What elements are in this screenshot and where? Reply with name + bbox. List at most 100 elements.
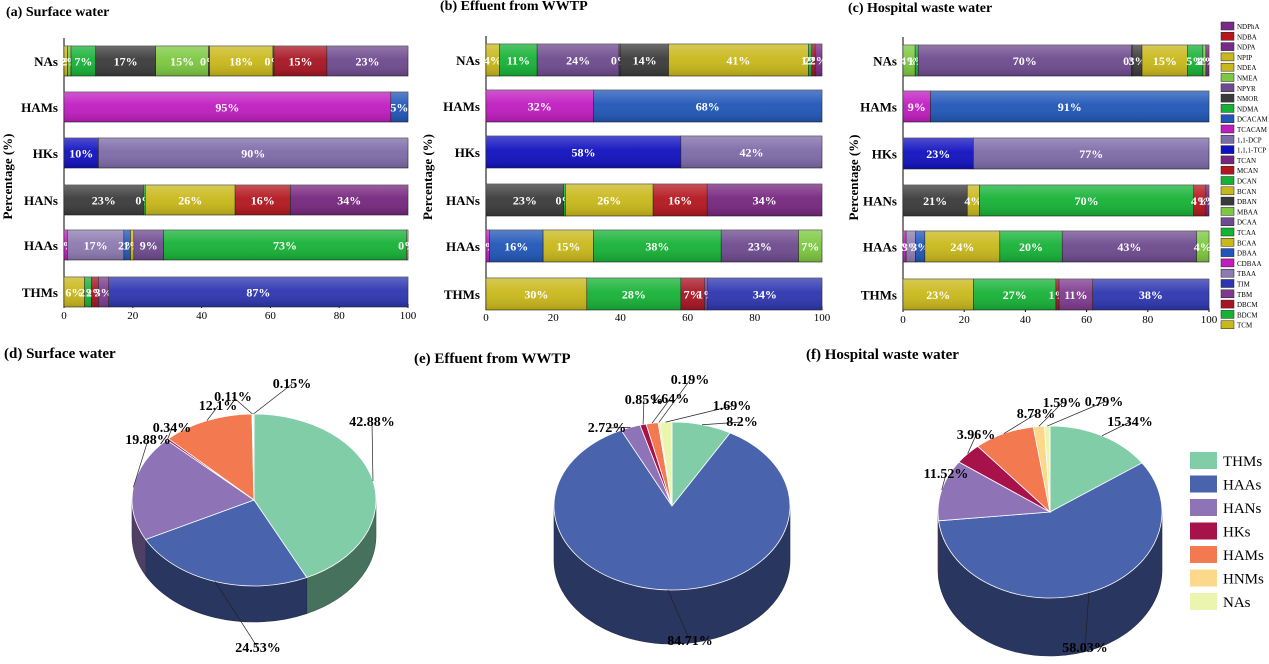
bar-segment-gloss [979, 185, 1194, 216]
legend-label: TCM [1237, 322, 1253, 330]
legend-item-NPIP: NPIP [1220, 52, 1252, 62]
category-label: HAAs [863, 240, 897, 255]
pie-data-label: 42.88% [349, 415, 395, 430]
chart-title: (d) Surface water [4, 346, 116, 362]
bar-segment-gloss [486, 44, 500, 76]
data-label: 43% [1117, 240, 1141, 254]
pie-leader-line [1084, 592, 1090, 649]
data-label: 34% [753, 194, 777, 208]
bar-segment-gloss [95, 46, 156, 76]
bar-segment-gloss [273, 46, 275, 76]
pie-legend: THMs HAAs HANs HKs HAMs HNMs NAs [1190, 452, 1264, 611]
legend-swatch [1220, 299, 1235, 309]
category-label: HAAs [24, 238, 58, 253]
legend-swatch [1220, 52, 1235, 62]
bar-segment-gloss [486, 184, 564, 216]
legend-label: TCAN [1237, 157, 1256, 165]
bar-segment-gloss [811, 44, 816, 76]
bar-segment-gloss [1193, 185, 1206, 216]
pie-data-label: 0.11% [214, 390, 252, 405]
legend-item-HKs: HKs [1190, 522, 1251, 541]
pie-data-label: 11.52% [924, 467, 969, 482]
bar-chart-c: (c) Hospital waste water Percentage (%) 0 2… [846, 1, 1218, 326]
chart-title: (c) Hospital waste water [848, 1, 992, 16]
x-tick-label: 20 [127, 310, 139, 322]
legend-swatch [1190, 475, 1217, 493]
data-label: 16% [504, 240, 528, 254]
legend-item-DCAA: DCAA [1220, 217, 1257, 227]
legend-label: HANs [1223, 501, 1261, 517]
legend-label: NPIP [1237, 54, 1252, 62]
bar-segment-gloss [98, 277, 109, 307]
legend-swatch [1220, 186, 1235, 196]
legend-label: NAs [1223, 595, 1251, 611]
pie-leader-line [658, 379, 691, 423]
pie-leader-line [667, 589, 691, 642]
legend-swatch [1220, 289, 1235, 299]
data-label: 17% [84, 239, 108, 253]
pie-slice-HANs [937, 461, 1052, 522]
legend-item-BCAA: BCAA [1220, 238, 1256, 247]
bar-segment-gloss [915, 231, 925, 262]
category-label: NAs [873, 54, 897, 69]
pie-leader-line [967, 434, 977, 454]
legend-swatch [1190, 569, 1217, 587]
x-tick-label: 40 [1020, 314, 1032, 326]
bar-segment-gloss [1205, 185, 1209, 216]
category-label: THMs [22, 285, 58, 300]
data-label: 26% [597, 194, 621, 208]
category-label: HAMs [860, 100, 897, 115]
bar-segment-gloss [906, 231, 916, 262]
legend-label: 1,1,1-TCP [1237, 147, 1266, 155]
legend-swatch [1220, 135, 1235, 144]
pie-data-label: 1.69% [713, 399, 752, 414]
category-label: HANs [446, 193, 480, 208]
legend-label: 1,1-DCP [1237, 136, 1262, 144]
legend-swatch [1190, 452, 1217, 469]
legend-label: THMs [1223, 454, 1262, 470]
data-label: 4% [900, 54, 918, 68]
category-label: HAMs [443, 99, 480, 114]
x-tick-label: 60 [265, 310, 277, 322]
x-tick-label: 0 [900, 314, 906, 326]
legend-label: TCAA [1237, 229, 1256, 237]
legend-label: MCAN [1237, 167, 1258, 175]
bar-segment-gloss [620, 44, 669, 76]
pie-slice-THMs [1049, 425, 1143, 513]
bar-segment-gloss [64, 230, 68, 260]
pie-slice-HAAs [553, 429, 791, 591]
legend-swatch [1220, 227, 1235, 237]
legend-item-NMOR: NMOR [1220, 93, 1258, 103]
pie-data-label: 12.1% [199, 399, 238, 414]
bar-segment-gloss [680, 136, 822, 168]
data-label: 73% [273, 239, 297, 253]
legend-label: NDBA [1237, 33, 1257, 41]
legend-label: CDBAA [1237, 260, 1262, 268]
bar-segment-gloss [619, 44, 621, 76]
legend-item-MCAN: MCAN [1220, 165, 1258, 175]
data-label: 7% [74, 55, 92, 69]
pie-data-label: 58.03% [1062, 641, 1108, 656]
bar-segment-gloss [680, 278, 705, 310]
data-label: 70% [1075, 194, 1099, 208]
bar-chart-a: (a) Surface water Percentage (%) 0 20 40 60 80… [0, 5, 417, 322]
legend-swatch [1220, 165, 1235, 175]
bar-segment-gloss [290, 185, 408, 215]
legend-item-NAs: NAs [1190, 593, 1251, 611]
legend-item-NDBA: NDBA [1220, 32, 1257, 41]
legend-item-DCACAM: DCACAM [1220, 114, 1269, 124]
data-label: 23% [926, 288, 950, 302]
pie-leader-line [941, 473, 947, 491]
legend-item-NDEA: NDEA [1220, 62, 1256, 72]
legend-item-TCAN: TCAN [1220, 155, 1256, 165]
data-label: 26% [178, 194, 202, 208]
bar-segment-gloss [924, 231, 1000, 262]
data-label: 23% [926, 147, 950, 161]
pie-data-label: 0.79% [1085, 395, 1124, 410]
bar-chart-b: (b) Effuent from WWTP Percentage (%) 0 20 40… [420, 0, 831, 324]
legend-label: TIM [1237, 281, 1251, 289]
legend-item-TCM: TCM [1220, 320, 1253, 330]
category-label: HANs [24, 193, 58, 208]
data-label: 15% [556, 240, 580, 254]
